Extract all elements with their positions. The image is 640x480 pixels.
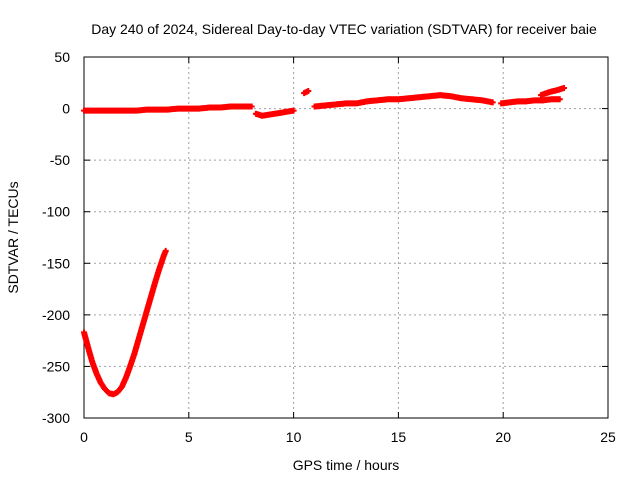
x-tick-label: 5 (185, 429, 193, 445)
y-tick-label: -150 (42, 255, 70, 271)
y-tick-label: -250 (42, 358, 70, 374)
y-tick-label: -100 (42, 204, 70, 220)
grid-lines (84, 57, 608, 418)
axis-ticks: 0 5 10 15 20 25 -300 -250 -200 -150 -100 -50 0 50 (42, 49, 616, 445)
y-tick-label: -50 (50, 152, 70, 168)
x-axis-label: GPS time / hours (293, 457, 400, 473)
y-axis-label: SDTVAR / TECUs (5, 181, 21, 293)
plot-frame (83, 56, 609, 419)
x-tick-label: 10 (286, 429, 302, 445)
data-point (305, 88, 312, 95)
y-tick-label: -300 (42, 410, 70, 426)
data-point (162, 247, 169, 254)
data-point (560, 84, 567, 91)
y-tick-label: 0 (62, 101, 70, 117)
y-tick-label: -200 (42, 307, 70, 323)
y-tick-label: 50 (54, 49, 70, 65)
data-point (489, 99, 496, 106)
data-point (248, 103, 255, 110)
x-tick-label: 15 (391, 429, 407, 445)
data-point (556, 96, 563, 103)
data-point (290, 107, 297, 114)
data-points (81, 84, 567, 398)
x-tick-label: 0 (80, 429, 88, 445)
x-tick-label: 20 (495, 429, 511, 445)
chart-title: Day 240 of 2024, Sidereal Day-to-day VTE… (91, 21, 597, 37)
x-tick-label: 25 (600, 429, 616, 445)
